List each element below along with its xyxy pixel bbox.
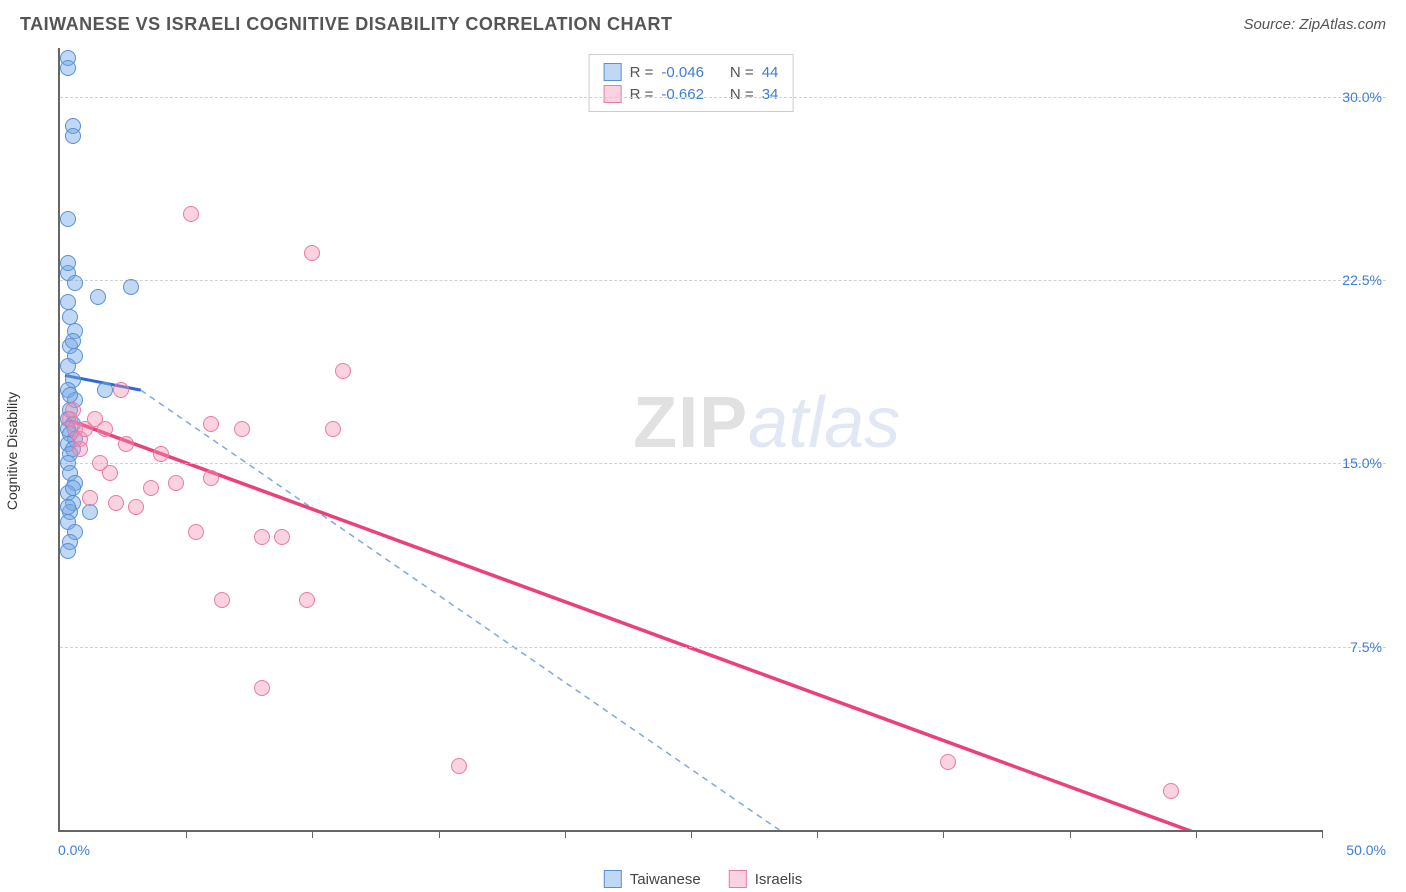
legend-swatch-taiwanese xyxy=(604,870,622,888)
data-point-israelis xyxy=(203,470,219,486)
x-tick xyxy=(439,830,440,838)
data-point-taiwanese xyxy=(60,294,76,310)
data-point-israelis xyxy=(153,446,169,462)
data-point-israelis xyxy=(92,455,108,471)
y-tick-label: 15.0% xyxy=(1342,455,1382,471)
x-tick xyxy=(943,830,944,838)
x-tick xyxy=(1196,830,1197,838)
data-point-taiwanese xyxy=(60,543,76,559)
plot-area: ZIPatlas R = -0.046 N = 44 R = -0.662 N … xyxy=(58,48,1322,832)
trend-lines xyxy=(60,48,1322,830)
chart-source: Source: ZipAtlas.com xyxy=(1243,16,1386,33)
data-point-taiwanese xyxy=(60,60,76,76)
data-point-israelis xyxy=(65,402,81,418)
data-point-israelis xyxy=(72,441,88,457)
x-tick xyxy=(691,830,692,838)
r-value: -0.662 xyxy=(661,86,704,103)
data-point-israelis xyxy=(108,495,124,511)
data-point-israelis xyxy=(234,421,250,437)
data-point-israelis xyxy=(451,758,467,774)
x-tick xyxy=(565,830,566,838)
data-point-israelis xyxy=(254,529,270,545)
n-label: N = xyxy=(730,86,754,103)
n-label: N = xyxy=(730,64,754,81)
legend: Taiwanese Israelis xyxy=(604,870,802,888)
legend-label: Taiwanese xyxy=(630,871,701,888)
r-label: R = xyxy=(630,64,654,81)
data-point-taiwanese xyxy=(60,499,76,515)
chart-title: TAIWANESE VS ISRAELI COGNITIVE DISABILIT… xyxy=(20,14,673,35)
r-value: -0.046 xyxy=(661,64,704,81)
x-axis-label-min: 0.0% xyxy=(58,842,90,858)
data-point-taiwanese xyxy=(65,128,81,144)
data-point-taiwanese xyxy=(60,255,76,271)
gridline xyxy=(60,647,1386,648)
swatch-israelis xyxy=(604,85,622,103)
data-point-israelis xyxy=(304,245,320,261)
data-point-taiwanese xyxy=(90,289,106,305)
y-tick-label: 22.5% xyxy=(1342,272,1382,288)
data-point-israelis xyxy=(940,754,956,770)
x-axis-label-max: 50.0% xyxy=(1346,842,1386,858)
data-point-israelis xyxy=(97,421,113,437)
watermark-atlas: atlas xyxy=(748,383,900,463)
data-point-israelis xyxy=(168,475,184,491)
watermark: ZIPatlas xyxy=(633,382,900,464)
y-tick-label: 30.0% xyxy=(1342,89,1382,105)
swatch-taiwanese xyxy=(604,63,622,81)
chart-container: Cognitive Disability ZIPatlas R = -0.046… xyxy=(20,48,1386,854)
data-point-israelis xyxy=(183,206,199,222)
data-point-israelis xyxy=(299,592,315,608)
data-point-israelis xyxy=(118,436,134,452)
y-tick-label: 7.5% xyxy=(1350,639,1382,655)
y-axis-label: Cognitive Disability xyxy=(4,392,20,510)
data-point-taiwanese xyxy=(97,382,113,398)
data-point-israelis xyxy=(203,416,219,432)
chart-header: TAIWANESE VS ISRAELI COGNITIVE DISABILIT… xyxy=(0,0,1406,48)
data-point-israelis xyxy=(143,480,159,496)
stats-row-taiwanese: R = -0.046 N = 44 xyxy=(604,61,779,83)
x-tick xyxy=(1322,830,1323,838)
data-point-israelis xyxy=(274,529,290,545)
data-point-taiwanese xyxy=(62,309,78,325)
x-tick xyxy=(817,830,818,838)
x-tick xyxy=(1070,830,1071,838)
data-point-taiwanese xyxy=(60,358,76,374)
data-point-israelis xyxy=(188,524,204,540)
data-point-israelis xyxy=(1163,783,1179,799)
data-point-israelis xyxy=(113,382,129,398)
data-point-taiwanese xyxy=(67,275,83,291)
data-point-taiwanese xyxy=(82,504,98,520)
x-tick xyxy=(186,830,187,838)
gridline xyxy=(60,463,1386,464)
data-point-taiwanese xyxy=(65,333,81,349)
legend-swatch-israelis xyxy=(729,870,747,888)
watermark-zip: ZIP xyxy=(633,383,748,463)
legend-item-taiwanese: Taiwanese xyxy=(604,870,701,888)
n-value: 44 xyxy=(762,64,779,81)
stats-box: R = -0.046 N = 44 R = -0.662 N = 34 xyxy=(589,54,794,112)
data-point-taiwanese xyxy=(60,211,76,227)
stats-row-israelis: R = -0.662 N = 34 xyxy=(604,83,779,105)
data-point-taiwanese xyxy=(62,387,78,403)
gridline xyxy=(60,97,1386,98)
data-point-israelis xyxy=(128,499,144,515)
gridline xyxy=(60,280,1386,281)
data-point-israelis xyxy=(82,490,98,506)
data-point-israelis xyxy=(254,680,270,696)
data-point-taiwanese xyxy=(65,480,81,496)
legend-item-israelis: Israelis xyxy=(729,870,803,888)
legend-label: Israelis xyxy=(755,871,803,888)
data-point-taiwanese xyxy=(123,279,139,295)
r-label: R = xyxy=(630,86,654,103)
data-point-israelis xyxy=(214,592,230,608)
data-point-israelis xyxy=(335,363,351,379)
x-tick xyxy=(312,830,313,838)
n-value: 34 xyxy=(762,86,779,103)
data-point-israelis xyxy=(325,421,341,437)
